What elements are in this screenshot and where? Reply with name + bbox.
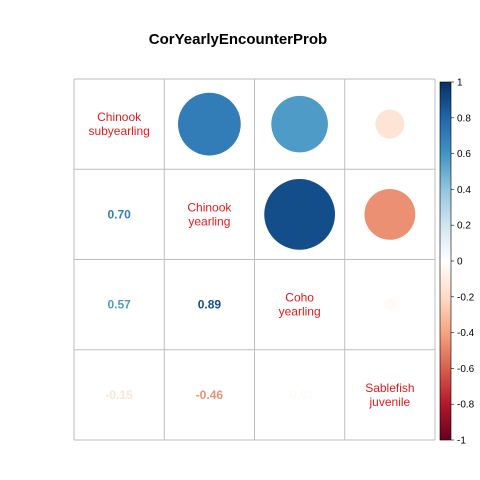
correlation-circle [271, 95, 328, 153]
coefficient-label: -0.46 [196, 388, 224, 402]
marks: Chinook subyearling Chinook yearling Coho yea… [88, 92, 416, 409]
variable-label: Chinook yearling [187, 200, 232, 228]
colorbar-tick-label: 0.2 [457, 221, 471, 232]
grid [73, 78, 436, 441]
colorbar-tick-label: 0.6 [457, 149, 471, 160]
colorbar-gradient [439, 81, 452, 441]
coefficient-label: -0.15 [105, 388, 133, 402]
colorbar: 1 0.8 0.6 0.4 0.2 0 -0.2 -0.4 -0.6 -0.8 -1 [439, 78, 475, 447]
variable-label: Sablefish juvenile [365, 381, 414, 409]
colorbar-tick-label: 0.8 [457, 113, 471, 124]
colorbar-tick-label: -0.6 [457, 364, 475, 375]
colorbar-tick-label: 1 [457, 78, 463, 89]
colorbar-tick-label: -0.8 [457, 400, 475, 411]
correlation-circle [264, 178, 336, 250]
chart-title: CorYearlyEncounterProb [149, 31, 327, 48]
variable-label: Chinook subyearling [88, 110, 149, 138]
correlation-circle [178, 92, 241, 156]
colorbar-tick-label: -0.2 [457, 292, 475, 303]
coefficient-label: -0.03 [286, 388, 314, 402]
correlation-circle [383, 298, 397, 312]
colorbar-tick-label: 0.4 [457, 185, 471, 196]
correlation-circle [375, 109, 405, 139]
colorbar-tick-label: -0.4 [457, 328, 475, 339]
correlation-circle [364, 188, 416, 240]
colorbar-tick-label: 0 [457, 257, 463, 268]
coefficient-label: 0.89 [198, 298, 222, 312]
colorbar-tick-label: -1 [457, 436, 466, 447]
coefficient-label: 0.70 [107, 207, 131, 221]
coefficient-label: 0.57 [107, 298, 131, 312]
variable-label: Coho yearling [279, 291, 321, 319]
